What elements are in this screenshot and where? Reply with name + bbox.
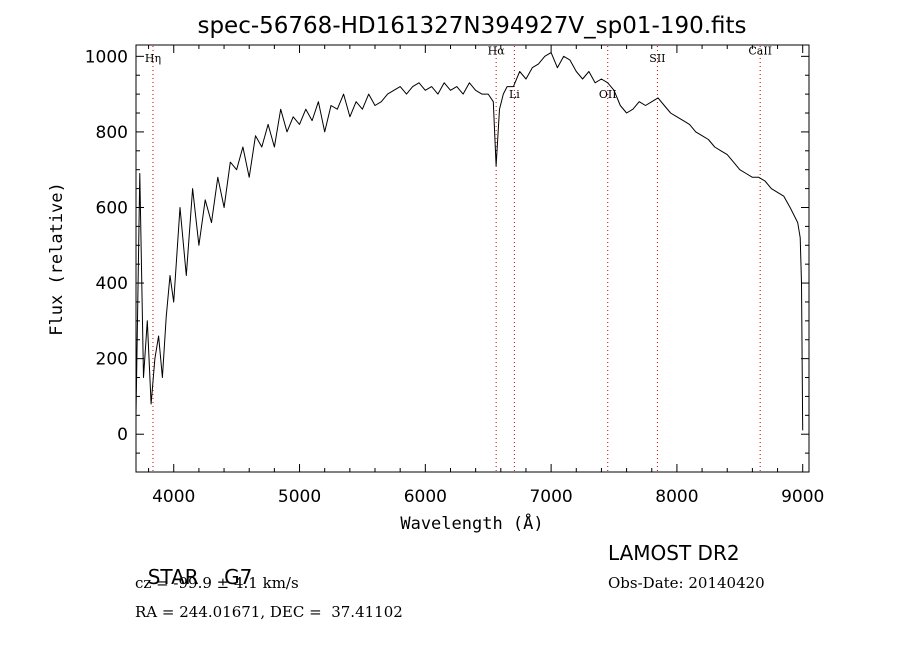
x-tick-label-5: 9000 bbox=[781, 487, 824, 507]
line-label-2: Li bbox=[509, 88, 520, 101]
x-tick-label-1: 5000 bbox=[278, 487, 321, 507]
y-tick-label-4: 800 bbox=[96, 123, 128, 143]
redshift-velocity: cz = -99.9 ± 4.1 km/s bbox=[135, 574, 299, 592]
plot-frame bbox=[135, 44, 810, 473]
y-axis-ticks: 0 200 400 600 800 1000 bbox=[85, 47, 809, 473]
spectrum-line-0 bbox=[135, 52, 804, 431]
y-tick-label-5: 1000 bbox=[85, 47, 128, 67]
spectrum-series bbox=[135, 52, 804, 431]
y-tick-label-0: 0 bbox=[117, 425, 128, 445]
sky-coordinates: RA = 244.01671, DEC = 37.41102 bbox=[135, 603, 403, 621]
x-tick-label-3: 7000 bbox=[529, 487, 572, 507]
x-axis-ticks: 4000 5000 6000 7000 8000 9000 bbox=[148, 45, 824, 507]
line-label-1: Hα bbox=[488, 44, 506, 57]
y-tick-label-3: 600 bbox=[96, 198, 128, 218]
survey-name: LAMOST DR2 bbox=[608, 541, 740, 565]
x-tick-label-2: 6000 bbox=[404, 487, 447, 507]
y-tick-label-1: 200 bbox=[96, 350, 128, 370]
spectral-subclass: G7 bbox=[224, 565, 253, 589]
line-label-4: SII bbox=[649, 52, 665, 65]
y-axis-label: Flux (relative) bbox=[47, 182, 67, 336]
object-type: STAR bbox=[147, 565, 199, 589]
chart-title: spec-56768-HD161327N394927V_sp01-190.fit… bbox=[197, 13, 746, 39]
observation-date: Obs-Date: 20140420 bbox=[608, 574, 765, 592]
x-tick-label-0: 4000 bbox=[152, 487, 195, 507]
line-label-5: CaII bbox=[748, 44, 772, 57]
x-axis-label: Wavelength (Å) bbox=[400, 512, 543, 534]
line-label-3: OII bbox=[599, 88, 617, 101]
object-class: STAR G7 bbox=[135, 541, 253, 589]
x-tick-label-4: 8000 bbox=[655, 487, 698, 507]
spectral-line-markers: Hη Hα Li OII SII CaII bbox=[145, 44, 772, 471]
y-tick-label-2: 400 bbox=[96, 274, 128, 294]
line-label-0: Hη bbox=[145, 52, 161, 65]
